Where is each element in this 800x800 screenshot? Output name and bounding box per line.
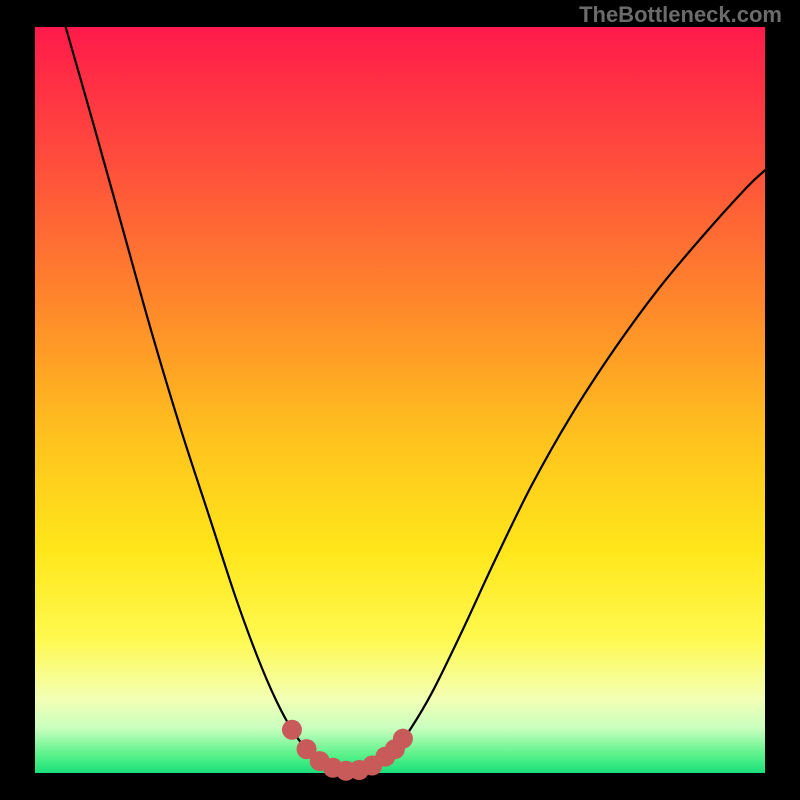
bottom-marker (282, 720, 302, 740)
bottom-marker (393, 729, 413, 749)
bottom-marker-group (282, 720, 413, 781)
chart-svg (35, 27, 765, 773)
plot-area (35, 27, 765, 773)
outer-frame (0, 0, 800, 800)
watermark-text: TheBottleneck.com (579, 2, 782, 28)
bottleneck-curve (66, 27, 765, 771)
